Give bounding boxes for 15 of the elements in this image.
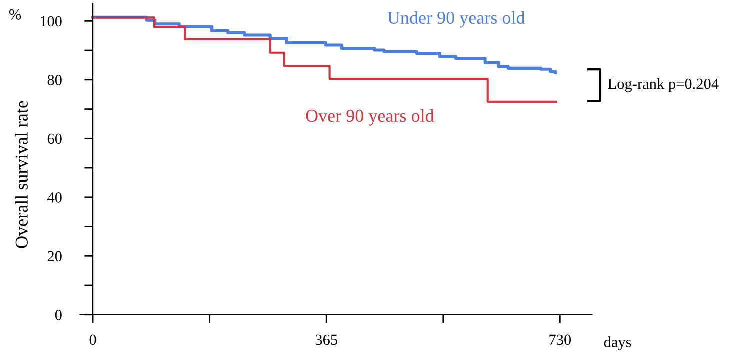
x-tick-label: 730 [550, 334, 572, 346]
text: Log-rank p=0.204 [608, 78, 719, 92]
y-tick-label: 100 [40, 16, 62, 27]
x-axis-title: days [604, 336, 632, 351]
y-axis-title: Overall survival rate [15, 101, 28, 248]
series-label: Over 90 years old [306, 109, 434, 126]
x-tick-label: 365 [316, 334, 338, 346]
y-tick-label: 40 [48, 192, 62, 203]
y-tick-label: 0 [55, 310, 62, 320]
text: % [9, 9, 22, 20]
y-tick-label: 60 [48, 134, 62, 144]
series-label: Under 90 years old [388, 11, 526, 28]
y-tick-label: 20 [48, 251, 62, 262]
y-tick-label: 80 [48, 75, 62, 86]
x-tick-label: 0 [90, 334, 96, 346]
